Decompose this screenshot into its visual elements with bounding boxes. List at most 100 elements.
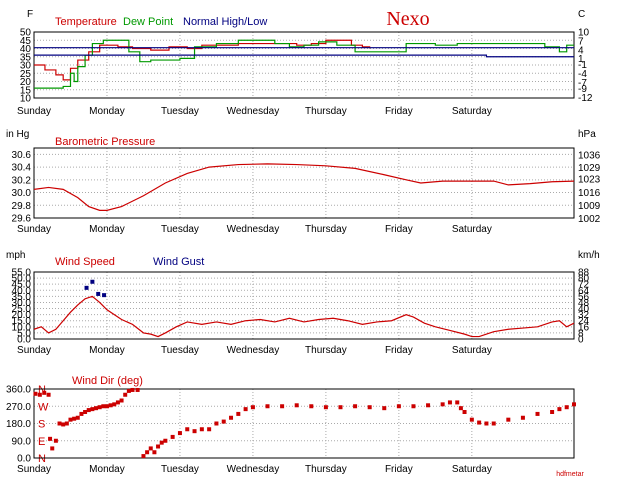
compass-label: S xyxy=(38,419,45,431)
winddir-point xyxy=(61,422,66,427)
winddir-point xyxy=(141,454,146,459)
y-tick-label: 360.0 xyxy=(6,385,31,396)
y-tick-label: 0.0 xyxy=(17,335,31,346)
winddir-chart: 0.0 90.0 180.0 270.0 360.0 Sunday Monday Tuesda… xyxy=(6,375,576,475)
winddir-point xyxy=(68,417,73,422)
y-tick-label: 40.0 xyxy=(12,286,32,297)
winddir-point xyxy=(426,403,431,408)
winddir-point xyxy=(550,410,555,414)
y2-tick-label: 8 xyxy=(578,328,584,339)
y2-unit-label: km/h xyxy=(578,250,600,261)
y-tick-label: 29.6 xyxy=(12,214,32,225)
y-tick-label: 45 xyxy=(20,36,32,47)
y2-tick-label: 1009 xyxy=(578,201,601,212)
winddir-point xyxy=(455,400,460,405)
legend-wind-dir-deg-: Wind Dir (deg) xyxy=(72,375,143,387)
y-tick-label: 55.0 xyxy=(12,268,32,279)
winddir-point xyxy=(458,406,463,411)
pressure-series-line xyxy=(33,163,575,211)
y-tick-label: 30 xyxy=(20,61,32,72)
winddir-point xyxy=(229,415,234,420)
winddir-point xyxy=(50,446,55,451)
winddir-point xyxy=(119,398,124,403)
x-tick-label: Friday xyxy=(385,224,413,235)
y2-tick-label: 16 xyxy=(578,322,590,333)
x-tick-label: Tuesday xyxy=(161,224,199,235)
winddir-point xyxy=(72,416,77,421)
winddir-point xyxy=(130,387,135,392)
y2-tick-label: 88 xyxy=(578,268,590,279)
winddir-point xyxy=(477,420,482,425)
y2-tick-label: 48 xyxy=(578,298,590,309)
winddir-point xyxy=(108,403,113,408)
y2-tick-label: 40 xyxy=(578,304,590,315)
x-tick-label: Sunday xyxy=(17,106,51,117)
x-tick-label: Friday xyxy=(385,464,413,475)
winddir-point xyxy=(83,410,88,414)
y-tick-label: 20.0 xyxy=(12,310,32,321)
y2-tick-label: 64 xyxy=(578,286,590,297)
winddir-point xyxy=(447,400,452,405)
y2-tick-label: 32 xyxy=(578,310,590,321)
y2-tick-label: 10 xyxy=(578,28,590,39)
y-tick-label: 25 xyxy=(20,69,32,80)
winddir-point xyxy=(42,390,47,395)
y-tick-label: 30.0 xyxy=(12,298,32,309)
winddir-point xyxy=(75,415,80,420)
x-tick-label: Wednesday xyxy=(227,345,280,356)
winddir-point xyxy=(243,407,248,412)
winddir-point xyxy=(506,417,511,422)
y2-tick-label: 7 xyxy=(578,36,584,47)
credit-label: hdfmetar xyxy=(556,471,584,478)
winddir-point xyxy=(48,436,53,441)
pressure-chart: 29.6 29.8 30.0 30.230.4 30.6 Sunday Monday Tues… xyxy=(6,129,601,235)
x-tick-label: Tuesday xyxy=(161,345,199,356)
y-unit-label: F xyxy=(27,9,33,20)
plot-frame xyxy=(33,147,575,219)
y2-tick-label: -4 xyxy=(578,69,587,80)
winddir-point xyxy=(79,411,84,416)
x-tick-label: Tuesday xyxy=(161,464,199,475)
y-tick-label: 15 xyxy=(20,85,32,96)
legend-wind-speed: Wind Speed xyxy=(55,256,115,268)
y2-tick-label: -9 xyxy=(578,84,587,95)
x-tick-label: Wednesday xyxy=(227,106,280,117)
y-tick-label: 45.0 xyxy=(12,280,32,291)
y-tick-label: 25.0 xyxy=(12,304,32,315)
y-tick-label: 90.0 xyxy=(12,436,32,447)
winddir-point xyxy=(294,403,299,408)
x-tick-label: Sunday xyxy=(17,345,51,356)
winddir-point xyxy=(163,438,168,443)
x-tick-label: Saturday xyxy=(452,464,492,475)
winddir-point xyxy=(440,402,445,407)
y2-tick-label: 1016 xyxy=(578,188,601,199)
y2-tick-label: 1036 xyxy=(578,151,601,162)
winddir-point xyxy=(199,427,204,432)
y2-unit-label: C xyxy=(578,9,585,20)
winddir-point xyxy=(112,402,117,407)
winddir-point xyxy=(353,404,358,409)
x-tick-label: Thursday xyxy=(305,224,347,235)
x-tick-label: Sunday xyxy=(17,464,51,475)
x-tick-label: Sunday xyxy=(17,224,51,235)
winddir-point xyxy=(323,405,328,410)
winddir-point xyxy=(564,405,569,410)
winddir-point xyxy=(462,410,467,414)
y-tick-label: 50 xyxy=(20,28,32,39)
legend-dew-point: Dew Point xyxy=(123,16,173,28)
temp-series-line xyxy=(34,39,371,81)
winddir-point xyxy=(33,391,38,396)
y-tick-label: 35.0 xyxy=(12,292,32,303)
winddir-point xyxy=(37,392,42,397)
site-title: Nexo xyxy=(386,8,429,30)
y-tick-label: 15.0 xyxy=(12,316,32,327)
winddir-point xyxy=(177,431,182,436)
y2-tick-label: -1 xyxy=(578,60,587,71)
winddir-point xyxy=(185,427,190,432)
y-tick-label: 270.0 xyxy=(6,402,31,413)
x-tick-label: Friday xyxy=(385,345,413,356)
winddir-point xyxy=(221,419,226,424)
winddir-point xyxy=(236,411,241,416)
